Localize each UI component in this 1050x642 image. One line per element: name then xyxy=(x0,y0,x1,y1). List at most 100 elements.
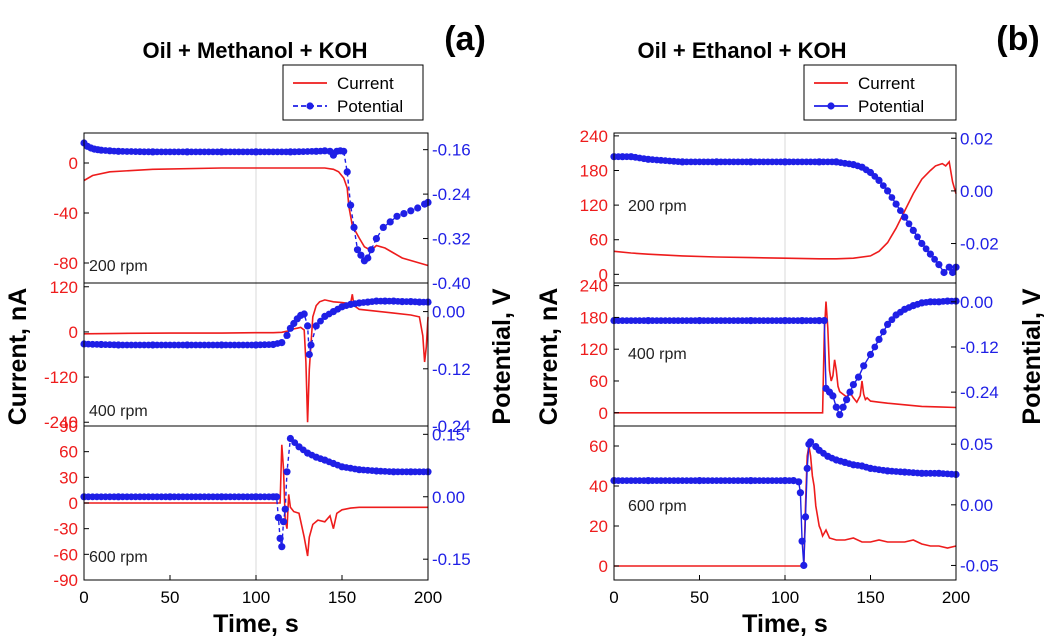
x-tick-label: 0 xyxy=(79,588,88,607)
potential-point xyxy=(843,396,851,404)
panel-label: (a) xyxy=(444,20,486,58)
potential-point xyxy=(93,341,101,348)
current-line xyxy=(83,294,429,423)
potential-point xyxy=(909,226,917,234)
potential-point xyxy=(931,298,938,306)
y-right-tick-label: 0.02 xyxy=(960,129,993,148)
potential-point xyxy=(283,468,291,476)
potential-point xyxy=(866,350,875,359)
potential-point xyxy=(691,477,699,484)
potential-point xyxy=(291,439,299,446)
y-left-tick-label: 90 xyxy=(59,417,78,436)
potential-point xyxy=(279,518,288,526)
potential-point xyxy=(307,341,315,349)
potential-point xyxy=(918,239,926,248)
potential-point xyxy=(281,505,289,513)
y-left-axis-title: Current, nA xyxy=(4,288,32,426)
potential-point xyxy=(325,310,333,318)
potential-point xyxy=(777,477,785,484)
potential-point xyxy=(274,514,282,522)
potential-point xyxy=(145,341,152,349)
potential-point xyxy=(623,153,631,161)
potential-point xyxy=(248,148,256,156)
potential-point xyxy=(110,147,118,155)
potential-point xyxy=(248,493,256,501)
y-left-tick-label: -240 xyxy=(44,413,78,432)
potential-point xyxy=(304,322,312,330)
y-right-tick-label: -0.12 xyxy=(432,360,471,379)
y-left-tick-label: 0 xyxy=(599,557,608,576)
potential-point xyxy=(386,218,394,226)
chart-title: Oil + Ethanol + KOH xyxy=(637,38,846,63)
potential-point xyxy=(213,148,221,156)
potential-point xyxy=(854,373,863,381)
chart-b: Oil + Ethanol + KOH (b) 240 180 120 60 0 0.02 0.… xyxy=(535,20,1046,638)
potential-point xyxy=(308,148,316,155)
y-left-tick-label: 20 xyxy=(589,517,608,536)
potential-point xyxy=(367,246,375,254)
potential-point xyxy=(379,223,387,231)
potential-point xyxy=(317,455,324,463)
potential-point xyxy=(400,210,408,218)
x-axis-title: Time, s xyxy=(742,610,828,638)
potential-point xyxy=(743,317,750,324)
potential-point xyxy=(875,335,883,343)
potential-point xyxy=(820,449,827,457)
y-right-tick-label: -0.32 xyxy=(432,230,471,249)
potential-point xyxy=(854,162,862,170)
y-left-tick-label: 240 xyxy=(580,277,608,296)
potential-point xyxy=(265,341,273,348)
y-left-tick-label: 60 xyxy=(589,437,608,456)
y-left-tick-label: -60 xyxy=(53,545,78,564)
potential-point xyxy=(393,212,401,220)
potential-point xyxy=(420,298,428,306)
potential-point xyxy=(829,392,837,400)
legend-potential-marker xyxy=(306,102,314,110)
potential-point xyxy=(334,461,342,469)
y-left-tick-label: 180 xyxy=(580,308,608,327)
panel-annotation: 400 rpm xyxy=(89,403,148,420)
potential-point xyxy=(892,200,900,208)
panel-annotation: 200 rpm xyxy=(628,198,687,215)
potential-point xyxy=(407,207,415,215)
potential-point xyxy=(265,493,273,501)
potential-point xyxy=(283,331,291,339)
potential-point xyxy=(845,460,853,467)
y-right-tick-label: 0.15 xyxy=(432,425,465,444)
subplot-200-rpm: 0 -40 -80 -0.16 -0.24 -0.32 -0.40 200 rpm xyxy=(53,132,471,293)
y-left-tick-label: 60 xyxy=(589,231,608,250)
y-right-tick-label: 0.00 xyxy=(960,496,993,515)
legend-box xyxy=(803,64,957,121)
y-right-axis-title: Potential, V xyxy=(1018,288,1046,424)
potential-point xyxy=(922,245,930,253)
y-right-tick-label: -0.05 xyxy=(960,556,999,575)
potential-point xyxy=(308,451,316,459)
potential-point xyxy=(807,438,815,446)
y-right-tick-label: -0.02 xyxy=(960,235,999,254)
y-right-tick-label: 0.00 xyxy=(432,488,465,507)
potential-point xyxy=(897,207,904,215)
potential-point xyxy=(312,322,320,330)
potential-point xyxy=(949,268,957,277)
potential-point xyxy=(905,304,913,311)
potential-point xyxy=(102,147,109,154)
potential-point xyxy=(278,543,286,551)
y-right-tick-label: 0.00 xyxy=(432,303,465,322)
potential-point xyxy=(871,343,879,351)
potential-point xyxy=(828,454,836,462)
y-right-tick-label: -0.15 xyxy=(432,550,471,569)
potential-point xyxy=(357,251,365,259)
potential-point xyxy=(403,298,410,305)
subplot-400-rpm: 240 180 120 60 0 0.00 -0.12 -0.24 400 rpm xyxy=(580,277,999,427)
potential-point xyxy=(836,411,844,419)
potential-point xyxy=(884,320,892,328)
potential-point xyxy=(837,457,844,465)
potential-point xyxy=(317,317,324,325)
potential-point xyxy=(879,182,887,190)
potential-point xyxy=(935,261,943,269)
y-left-tick-label: 60 xyxy=(59,443,78,462)
potential-point xyxy=(305,350,313,359)
potential-point xyxy=(777,158,785,166)
potential-point xyxy=(888,316,896,324)
